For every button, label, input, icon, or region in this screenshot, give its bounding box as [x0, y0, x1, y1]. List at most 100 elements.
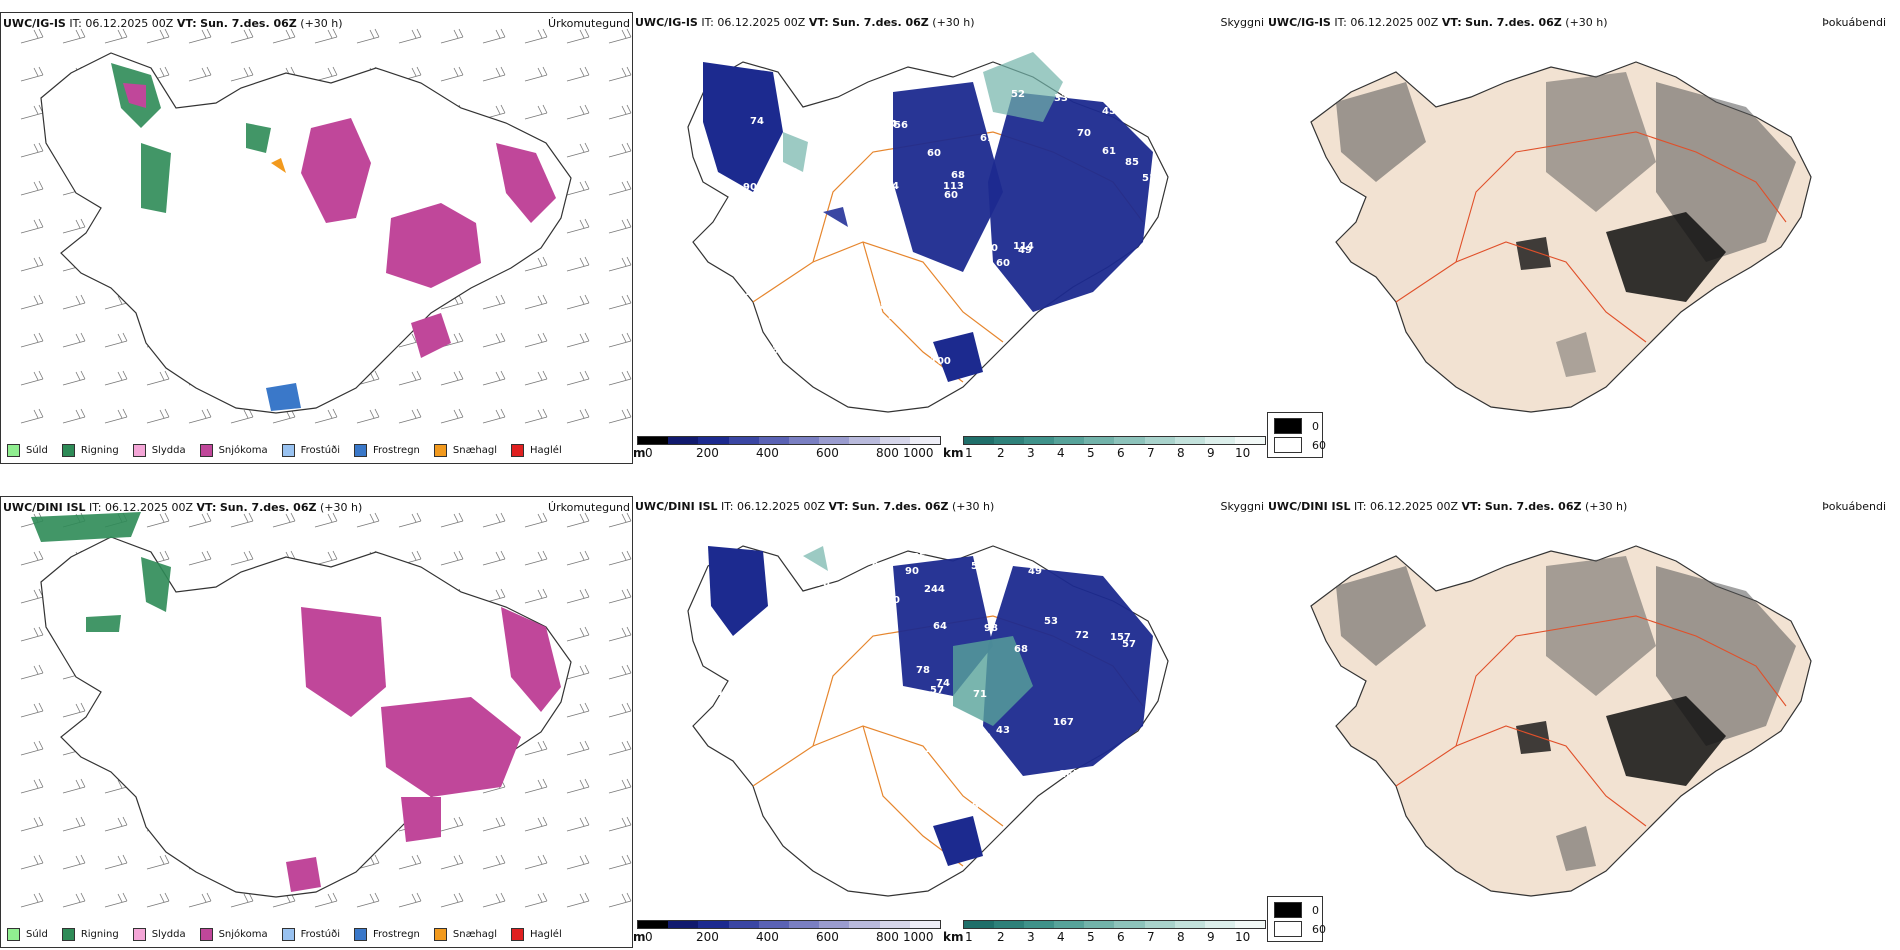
wind-barb: [356, 28, 380, 44]
ceiling-value-label: 29: [789, 720, 803, 731]
panel-header: UWC/DINI ISL IT: 06.12.2025 00Z VT: Sun.…: [1268, 500, 1628, 513]
ceiling-value-label: 136: [806, 336, 827, 347]
legend-swatch: [199, 444, 213, 457]
fog-map: [1310, 545, 1812, 897]
wind-barb: [524, 816, 548, 832]
wind-barb: [20, 104, 44, 120]
ceiling-value-label: 157: [1110, 632, 1131, 643]
ceiling-value-label: 57: [930, 685, 944, 696]
wind-barb: [62, 370, 86, 386]
ceiling-value-label: 56: [804, 672, 818, 683]
ceiling-value-label: 62: [975, 310, 989, 321]
visibility-colorbar-strip: [963, 920, 1266, 929]
wind-barb: [398, 854, 422, 870]
wind-barb: [356, 408, 380, 424]
legend-swatch: [7, 928, 20, 941]
wind-barb: [20, 28, 44, 44]
ceiling-value-label: 90: [743, 182, 757, 193]
wind-barb: [524, 104, 548, 120]
legend-swatch: [354, 444, 367, 457]
ceiling-value-label: 80: [984, 243, 998, 254]
precip-map: [20, 28, 632, 424]
wind-barb: [188, 512, 212, 528]
ceiling-value-label: 68: [1014, 644, 1028, 655]
wind-barb: [608, 104, 632, 120]
panel-header: UWC/IG-IS IT: 06.12.2025 00Z VT: Sun. 7.…: [3, 17, 343, 30]
legend-item: Snjókoma: [199, 444, 268, 457]
ceiling-value-label: 60: [944, 190, 958, 201]
ceiling-patches: [703, 52, 1153, 382]
wind-barb: [482, 370, 506, 386]
roads: [1395, 131, 1787, 343]
legend-swatch: [511, 444, 525, 457]
ceiling-value-label: 60: [927, 148, 941, 159]
tick-label: 9: [1207, 930, 1215, 944]
wind-barb: [608, 28, 632, 44]
wind-barb: [20, 702, 44, 718]
wind-barb: [524, 66, 548, 82]
ceiling-labels: 87 49 78 53 64 56 78 87 72 68 61 55 84 57 64 95 121 159 50…: [717, 552, 1136, 849]
wind-barb: [440, 550, 464, 566]
ceiling-panel-row2: UWC/DINI ISL IT: 06.12.2025 00Z VT: Sun.…: [633, 496, 1266, 948]
wind-barb: [524, 28, 548, 44]
ceiling-value-label: 51: [790, 298, 804, 309]
wind-barb: [608, 218, 632, 234]
wind-barb: [62, 28, 86, 44]
wind-barb: [356, 892, 380, 908]
wind-barb: [20, 142, 44, 158]
legend-item: Rigning: [61, 928, 119, 941]
wind-barb: [566, 854, 590, 870]
wind-barb: [20, 626, 44, 642]
wind-barb: [524, 892, 548, 908]
tick-label: 2: [997, 930, 1005, 944]
ceiling-value-label: 85: [843, 154, 857, 165]
ceiling-value-label: 58: [753, 719, 767, 730]
wind-barb: [566, 256, 590, 272]
legend-item: Slydda: [132, 928, 186, 941]
panel-header: UWC/IG-IS IT: 06.12.2025 00Z VT: Sun. 7.…: [1268, 16, 1608, 29]
legend-item: 0: [1274, 418, 1319, 434]
ceiling-value-label: 85: [805, 120, 819, 131]
ceiling-value-label: 111: [924, 744, 945, 755]
legend-swatch: [61, 444, 75, 457]
ceiling-value-label: 70: [922, 298, 936, 309]
legend-item: Haglél: [511, 444, 562, 457]
wind-barb: [440, 408, 464, 424]
wind-barb: [104, 332, 128, 348]
wind-barb: [440, 854, 464, 870]
tick-label: 1000: [903, 446, 934, 460]
ceiling-value-label: 98: [984, 623, 998, 634]
fog-legend: 0 60: [1267, 896, 1326, 942]
precip-type-panel-row1: UWC/IG-IS IT: 06.12.2025 00Z VT: Sun. 7.…: [0, 12, 633, 464]
tick-label: 7: [1147, 930, 1155, 944]
tick-label: 200: [696, 446, 719, 460]
tick-label: 400: [756, 446, 779, 460]
tick-label: 7: [1147, 446, 1155, 460]
precip-patches: [111, 63, 556, 411]
wind-barb: [398, 28, 422, 44]
wind-barb: [314, 892, 338, 908]
wind-barb: [20, 778, 44, 794]
tick-label: 0: [645, 930, 653, 944]
wind-barb: [20, 332, 44, 348]
wind-barb: [608, 370, 632, 386]
ceiling-unit: m: [633, 446, 646, 460]
ceiling-value-label: 45: [1102, 106, 1116, 117]
ceiling-value-label: 59: [782, 654, 796, 665]
ceiling-value-label: 51: [1142, 173, 1156, 184]
ceiling-value-label: 74: [764, 360, 778, 371]
wind-barb: [608, 180, 632, 196]
ceiling-value-label: 63: [765, 345, 779, 356]
wind-barb: [524, 408, 548, 424]
wind-barb: [20, 892, 44, 908]
legend-swatch: [7, 444, 20, 457]
wind-barb: [314, 550, 338, 566]
legend-item: Súld: [7, 444, 48, 457]
iceland-outline: [40, 52, 572, 414]
legend-item: Haglél: [511, 928, 562, 941]
panel-title: Úrkomutegund: [548, 17, 630, 30]
ceiling-value-label: 33: [1054, 93, 1068, 104]
panel-title: Skyggni: [1220, 500, 1264, 513]
wind-barb: [104, 854, 128, 870]
panel-title: Skyggni: [1220, 16, 1264, 29]
